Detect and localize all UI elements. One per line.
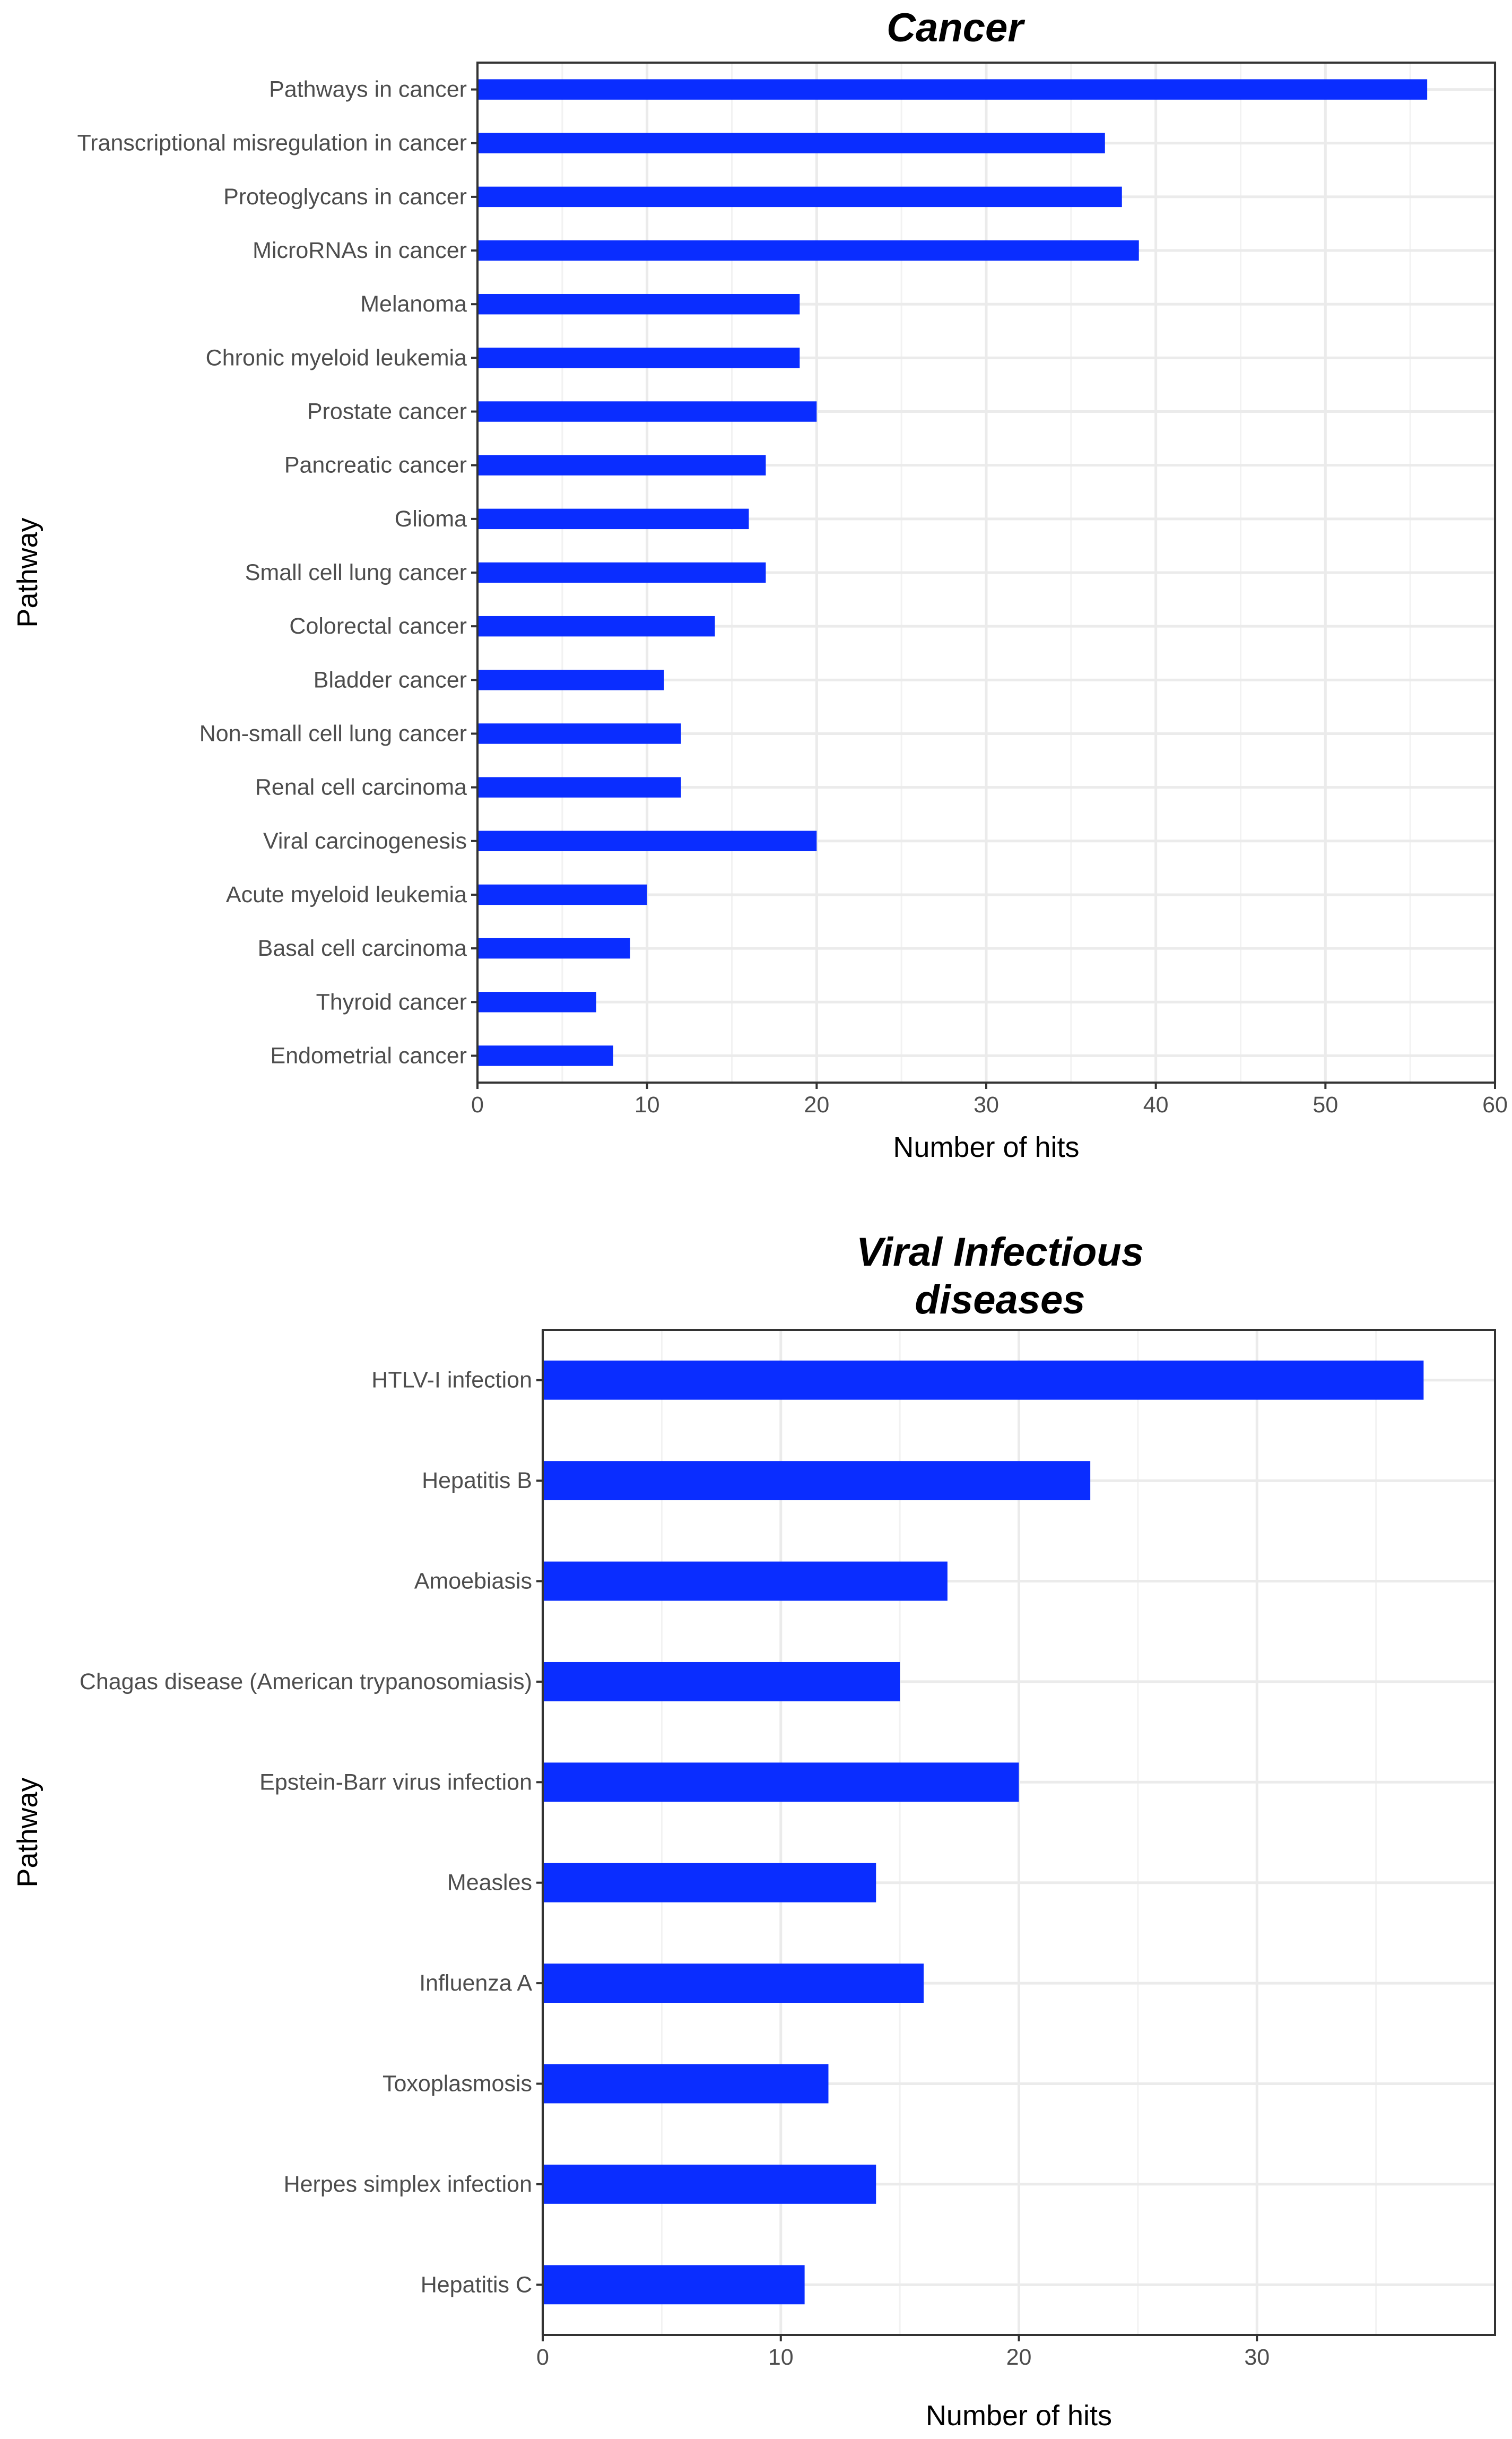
cancer-category-label: Viral carcinogenesis [263,828,467,854]
viral-chart-title: Viral Infectious [856,1230,1144,1275]
cancer-category-label: Proteoglycans in cancer [223,184,467,210]
viral-category-label: Herpes simplex infection [284,2172,532,2197]
cancer-bar-prostate-cancer [477,401,817,422]
cancer-category-label: Colorectal cancer [289,613,467,639]
cancer-bar-colorectal-cancer [477,616,715,637]
cancer-category-label: Bladder cancer [314,667,467,693]
cancer-category-label: Basal cell carcinoma [258,936,467,961]
cancer-category-label: Chronic myeloid leukemia [206,345,467,370]
cancer-category-label: Transcriptional misregulation in cancer [77,131,467,156]
cancer-category-label: Non-small cell lung cancer [199,721,467,746]
cancer-chart: Pathways in cancer Transcriptional misreg… [12,5,1508,1163]
viral-bar-measles [543,1863,876,1902]
cancer-category-label: Prostate cancer [307,399,467,425]
cancer-bar-proteoglycans-in-cancer [477,186,1122,207]
cancer-category-label: Pancreatic cancer [284,453,467,478]
cancer-bar-micrornas-in-cancer [477,240,1139,261]
cancer-x-tick-label: 40 [1143,1092,1169,1118]
viral-category-label: HTLV-I infection [371,1368,532,1393]
cancer-x-tick-label: 30 [974,1092,999,1118]
viral-bar-epstein-barr-virus-infection [543,1762,1019,1802]
cancer-bar-glioma [477,508,749,530]
cancer-bar-small-cell-lung-cancer [477,562,766,583]
cancer-bar-acute-myeloid-leukemia [477,884,647,905]
viral-category-label: Hepatitis B [422,1468,532,1493]
cancer-bar-bladder-cancer [477,670,664,690]
viral-bar-hepatitis-c [543,2265,805,2305]
viral-bar-influenza-a [543,1964,924,2003]
cancer-category-label: Glioma [395,506,467,532]
cancer-bar-non-small-cell-lung-cancer [477,723,681,744]
cancer-bar-thyroid-cancer [477,992,596,1013]
cancer-x-tick-label: 10 [635,1092,660,1118]
cancer-bar-transcriptional-misregulation-in-cancer [477,133,1105,153]
cancer-category-label: Acute myeloid leukemia [226,882,467,907]
viral-category-label: Amoebiasis [414,1569,532,1594]
viral-category-label: Measles [447,1870,532,1896]
viral-bar-chagas-disease-american-trypanosomiasis [543,1662,900,1701]
cancer-category-label: Endometrial cancer [271,1043,467,1068]
viral-category-label: Influenza A [419,1970,532,1996]
cancer-x-tick-label: 60 [1482,1092,1508,1118]
viral-category-label: Toxoplasmosis [383,2071,532,2097]
cancer-category-label: Small cell lung cancer [245,560,467,585]
cancer-bar-pathways-in-cancer [477,79,1428,100]
cancer-bar-basal-cell-carcinoma [477,938,630,959]
viral-x-tick-label: 30 [1244,2345,1270,2370]
viral-x-tick-label: 20 [1006,2345,1032,2370]
cancer-bar-renal-cell-carcinoma [477,777,681,798]
cancer-y-axis-title: Pathway [12,517,44,627]
cancer-category-label: Renal cell carcinoma [255,775,467,800]
cancer-x-tick-label: 0 [471,1092,484,1118]
viral-x-tick-label: 10 [768,2345,794,2370]
cancer-bar-viral-carcinogenesis [477,831,817,852]
viral-chart-title: diseases [915,1277,1085,1322]
cancer-bar-melanoma [477,293,800,315]
cancer-category-label: Thyroid cancer [316,989,467,1015]
cancer-category-label: MicroRNAs in cancer [253,238,467,263]
cancer-category-label: Melanoma [360,291,467,317]
cancer-bar-chronic-myeloid-leukemia [477,348,800,368]
viral-bar-hepatitis-b [543,1461,1091,1501]
viral-x-tick-label: 0 [536,2345,549,2370]
cancer-x-tick-label: 50 [1313,1092,1338,1118]
viral-category-label: Chagas disease (American trypanosomiasis… [80,1669,532,1694]
viral-category-label: Epstein-Barr virus infection [259,1769,532,1795]
viral-bar-amoebiasis [543,1561,948,1601]
cancer-bar-endometrial-cancer [477,1045,613,1066]
cancer-category-label: Pathways in cancer [269,77,467,102]
viral-category-label: Hepatitis C [421,2272,532,2297]
viral-bar-toxoplasmosis [543,2064,829,2104]
cancer-chart-title: Cancer [887,5,1026,50]
viral-y-axis-title: Pathway [12,1777,44,1887]
cancer-x-axis-title: Number of hits [893,1131,1079,1163]
cancer-x-tick-label: 20 [804,1092,829,1118]
viral-x-axis-title: Number of hits [926,2400,1112,2432]
viral-chart: HTLV-I infection Hepatitis B Amoebiasis Cha… [12,1230,1496,2432]
cancer-bar-pancreatic-cancer [477,455,766,475]
viral-bar-htlv-i-infection [543,1360,1424,1400]
viral-bar-herpes-simplex-infection [543,2164,876,2204]
